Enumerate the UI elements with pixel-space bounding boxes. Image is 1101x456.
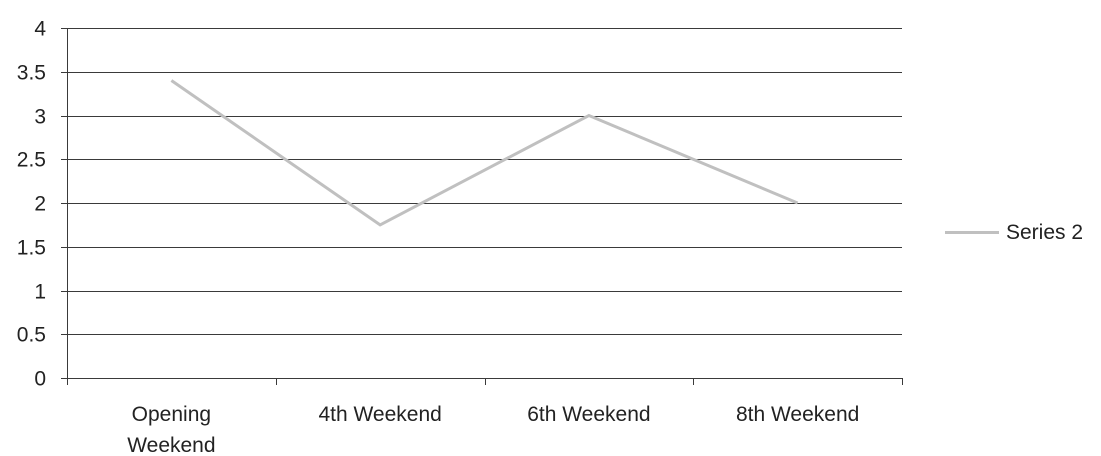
gridlines bbox=[67, 28, 902, 335]
y-tick-label-0: 0 bbox=[34, 368, 46, 391]
series-lines bbox=[170, 79, 799, 227]
series-line-0 bbox=[170, 79, 799, 227]
y-tick-label-3: 3 bbox=[34, 106, 46, 129]
y-tick-label-1.5: 1.5 bbox=[17, 237, 46, 260]
y-tick-label-1: 1 bbox=[34, 281, 46, 304]
y-tick-label-0.5: 0.5 bbox=[17, 324, 46, 347]
x-tick-label-0-line-0: Opening bbox=[132, 403, 211, 426]
y-tick-label-4: 4 bbox=[34, 18, 46, 41]
x-tick-label-3: 8th Weekend bbox=[736, 403, 859, 426]
axes bbox=[61, 28, 903, 385]
legend-label-0: Series 2 bbox=[1006, 221, 1083, 244]
x-tick-labels: Opening Weekend 4th Weekend 6th Weekend 8th … bbox=[127, 403, 859, 456]
y-tick-label-2: 2 bbox=[34, 193, 46, 216]
x-tick-label-0-line-1: Weekend bbox=[127, 434, 215, 456]
y-tick-label-2.5: 2.5 bbox=[17, 149, 46, 172]
y-tick-labels: 0 0.5 1 1.5 2 2.5 3 3.5 4 bbox=[17, 18, 47, 391]
x-tick-label-1: 4th Weekend bbox=[318, 403, 441, 426]
y-tick-label-3.5: 3.5 bbox=[17, 62, 46, 85]
x-tick-label-2: 6th Weekend bbox=[527, 403, 650, 426]
legend: Series 2 bbox=[945, 221, 1083, 244]
